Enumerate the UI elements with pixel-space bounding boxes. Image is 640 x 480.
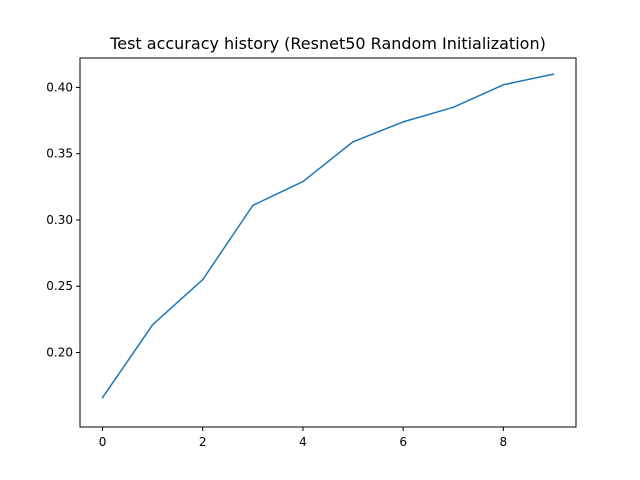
x-tick-label: 4 xyxy=(299,435,307,449)
x-tick-label: 8 xyxy=(500,435,508,449)
accuracy-series-line xyxy=(101,73,554,399)
accuracy-data-point xyxy=(201,278,204,281)
accuracy-data-point xyxy=(252,204,254,207)
y-tick-label: 0.25 xyxy=(46,279,73,293)
x-tick-label: 2 xyxy=(199,435,207,449)
accuracy-data-point xyxy=(151,323,154,326)
accuracy-data-point xyxy=(302,180,304,183)
accuracy-data-point xyxy=(352,140,354,143)
accuracy-data-point xyxy=(552,73,555,75)
y-tick-label: 0.35 xyxy=(46,147,73,161)
axes-frame xyxy=(79,57,577,428)
plot-area: 0 2 4 6 8 0.20 0.25 0.30 0.35 0.40 xyxy=(46,57,577,449)
accuracy-data-point xyxy=(452,106,455,109)
accuracy-data-point xyxy=(101,396,104,399)
x-tick-label: 0 xyxy=(99,435,107,449)
y-tick-label: 0.30 xyxy=(46,213,73,227)
accuracy-data-point xyxy=(502,83,505,86)
accuracy-data-point xyxy=(402,121,404,123)
chart-title: Test accuracy history (Resnet50 Random I… xyxy=(109,34,546,53)
x-tick-label: 6 xyxy=(399,435,407,449)
y-tick-label: 0.20 xyxy=(46,346,73,360)
y-tick-label: 0.40 xyxy=(46,80,73,94)
